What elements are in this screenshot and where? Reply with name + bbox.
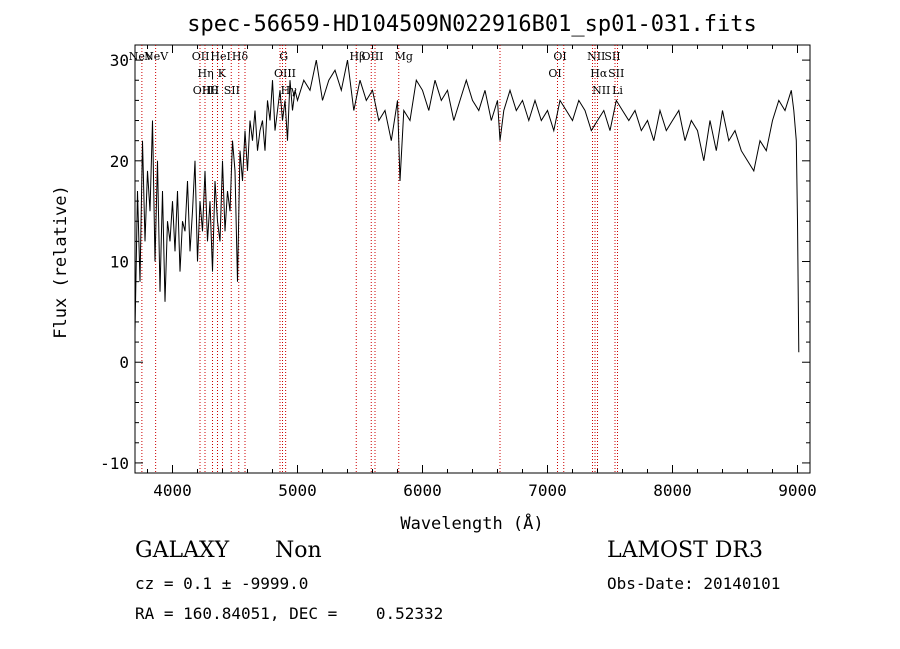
- x-tick-label: 5000: [278, 481, 317, 500]
- x-tick-label: 9000: [778, 481, 817, 500]
- y-tick-label: 30: [110, 51, 129, 70]
- emission-line-label: G: [279, 50, 288, 63]
- redshift-readout: cz = 0.1 ± -9999.0: [135, 574, 309, 593]
- emission-line-label: OI: [548, 67, 561, 80]
- emission-line-label: Hθ: [202, 84, 219, 97]
- emission-line-label: Mg: [395, 50, 413, 63]
- survey-name: LAMOST DR3: [607, 538, 763, 563]
- emission-line-label: Hβ: [350, 50, 366, 63]
- x-axis-label: Wavelength (Å): [400, 512, 543, 534]
- y-tick-label: 20: [110, 152, 129, 171]
- emission-line-label: Li: [612, 84, 623, 97]
- emission-line-label: Hα: [590, 67, 608, 80]
- emission-line-label: NII: [592, 84, 610, 97]
- x-tick-label: 7000: [528, 481, 567, 500]
- x-tick-label: 8000: [653, 481, 692, 500]
- x-tick-label: 4000: [153, 481, 192, 500]
- y-tick-label: -10: [100, 454, 129, 473]
- emission-line-label: SII: [608, 67, 624, 80]
- emission-line-label: OI: [553, 50, 566, 63]
- emission-line-label: Hγ: [281, 84, 298, 97]
- emission-line-label: K: [218, 67, 227, 80]
- emission-line-label: H: [210, 84, 220, 97]
- emission-line-label: HeI: [210, 50, 230, 63]
- emission-line-label: Hδ: [232, 50, 249, 63]
- emission-line-label: NII: [587, 50, 605, 63]
- emission-line-label: OII: [193, 84, 211, 97]
- y-tick-label: 0: [119, 353, 129, 372]
- emission-line-label: SII: [604, 50, 620, 63]
- obs-date: Obs-Date: 20140101: [607, 574, 781, 593]
- object-class: GALAXY: [135, 538, 230, 563]
- emission-line-label: OII: [192, 50, 210, 63]
- spectrum-series: [134, 59, 800, 353]
- emission-line-label: SII: [224, 84, 240, 97]
- x-tick-label: 6000: [403, 481, 442, 500]
- emission-line-label: OIII: [274, 67, 296, 80]
- emission-line-label: Hη: [198, 67, 214, 80]
- y-tick-label: 10: [110, 253, 129, 272]
- ra-dec-readout: RA = 160.84051, DEC = 0.52332: [135, 604, 444, 623]
- emission-line-label: NeV: [144, 50, 169, 63]
- chart-title: spec-56659-HD104509N022916B01_sp01-031.f…: [187, 12, 757, 37]
- plot-frame: [134, 44, 811, 474]
- object-subclass: Non: [275, 538, 322, 563]
- y-axis-label: Flux (relative): [51, 185, 71, 339]
- emission-line-label: OIII: [361, 50, 383, 63]
- emission-line-label: NeV: [129, 50, 154, 63]
